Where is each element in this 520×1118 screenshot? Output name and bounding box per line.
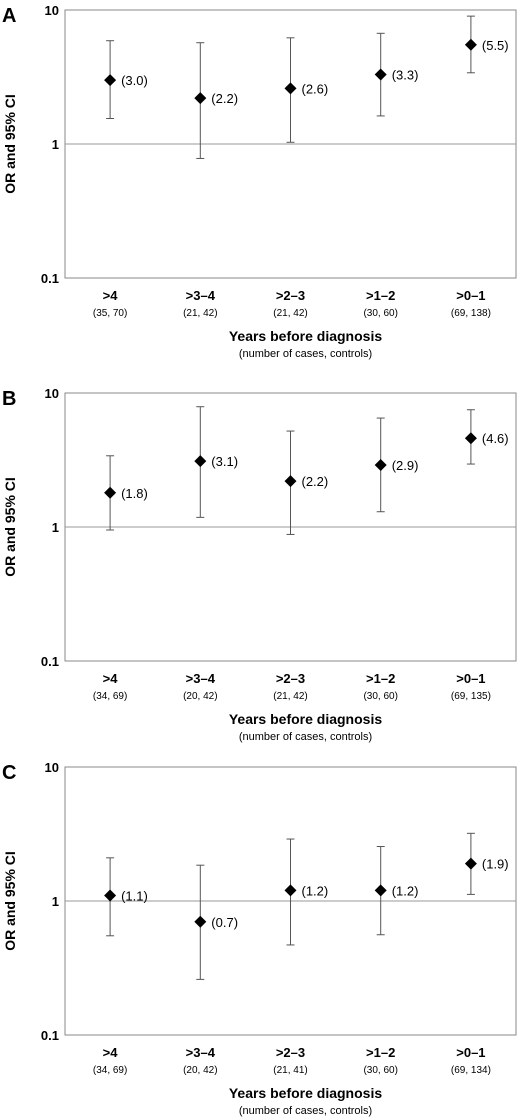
x-category-label: >1–2 [366, 288, 395, 303]
or-value-label: (3.3) [392, 68, 419, 83]
or-value-label: (3.1) [211, 454, 238, 469]
or-value-label: (2.6) [302, 81, 329, 96]
or-point-marker [374, 459, 387, 472]
y-tick-label: 0.1 [41, 1028, 59, 1043]
y-axis-label: OR and 95% CI [2, 94, 18, 194]
x-category-sublabel: (21, 42) [273, 691, 307, 702]
or-point-marker [464, 38, 477, 51]
or-value-label: (1.2) [302, 883, 329, 898]
x-category-label: >4 [103, 288, 119, 303]
x-category-label: >4 [103, 671, 119, 686]
or-value-label: (0.7) [211, 915, 238, 930]
x-category-label: >2–3 [276, 288, 305, 303]
x-category-label: >0–1 [456, 1045, 485, 1060]
or-value-label: (2.2) [302, 474, 329, 489]
x-category-sublabel: (69, 138) [451, 308, 491, 319]
or-value-label: (1.1) [121, 888, 148, 903]
x-category-sublabel: (30, 60) [363, 1065, 397, 1076]
x-category-sublabel: (34, 69) [93, 691, 127, 702]
panel-label-b: B [2, 388, 16, 410]
x-category-label: >4 [103, 1045, 119, 1060]
x-category-label: >3–4 [186, 1045, 216, 1060]
x-axis-sublabel: (number of cases, controls) [239, 1105, 372, 1117]
or-point-marker [464, 432, 477, 445]
x-category-sublabel: (34, 69) [93, 1065, 127, 1076]
or-point-marker [374, 884, 387, 897]
y-tick-label: 10 [45, 3, 59, 18]
x-category-sublabel: (21, 42) [183, 308, 217, 319]
or-point-marker [104, 889, 117, 902]
x-category-sublabel: (20, 42) [183, 691, 217, 702]
x-category-sublabel: (21, 41) [273, 1065, 307, 1076]
y-tick-label: 10 [45, 386, 59, 401]
or-value-label: (1.8) [121, 486, 148, 501]
or-point-marker [104, 486, 117, 499]
x-category-sublabel: (69, 134) [451, 1065, 491, 1076]
y-tick-label: 1 [52, 137, 59, 152]
x-category-sublabel: (69, 135) [451, 691, 491, 702]
x-category-label: >1–2 [366, 671, 395, 686]
y-tick-label: 10 [45, 760, 59, 775]
x-axis-label: Years before diagnosis [229, 711, 382, 727]
or-point-marker [284, 82, 297, 95]
or-value-label: (4.6) [482, 431, 509, 446]
x-axis-label: Years before diagnosis [229, 1085, 382, 1101]
x-category-sublabel: (35, 70) [93, 308, 127, 319]
y-axis-label: OR and 95% CI [2, 477, 18, 577]
or-point-marker [194, 455, 207, 468]
x-axis-label: Years before diagnosis [229, 328, 382, 344]
y-tick-label: 0.1 [41, 271, 59, 286]
x-category-label: >3–4 [186, 288, 216, 303]
x-category-label: >1–2 [366, 1045, 395, 1060]
y-tick-label: 1 [52, 520, 59, 535]
or-value-label: (1.2) [392, 883, 419, 898]
or-value-label: (1.9) [482, 857, 509, 872]
or-point-marker [104, 74, 117, 87]
or-value-label: (5.5) [482, 38, 509, 53]
x-category-label: >3–4 [186, 671, 216, 686]
x-category-label: >2–3 [276, 671, 305, 686]
x-category-sublabel: (30, 60) [363, 308, 397, 319]
panel-label-c: C [2, 762, 16, 784]
x-axis-sublabel: (number of cases, controls) [239, 731, 372, 743]
y-tick-label: 0.1 [41, 654, 59, 669]
or-point-marker [284, 475, 297, 488]
x-category-sublabel: (30, 60) [363, 691, 397, 702]
or-value-label: (3.0) [121, 73, 148, 88]
or-point-marker [464, 857, 477, 870]
or-point-marker [374, 68, 387, 81]
y-tick-label: 1 [52, 894, 59, 909]
x-category-label: >0–1 [456, 671, 485, 686]
x-category-label: >0–1 [456, 288, 485, 303]
or-value-label: (2.2) [211, 91, 238, 106]
panel-label-a: A [2, 5, 16, 27]
x-category-sublabel: (21, 42) [273, 308, 307, 319]
y-axis-label: OR and 95% CI [2, 851, 18, 951]
or-value-label: (2.9) [392, 458, 419, 473]
or-point-marker [284, 884, 297, 897]
x-axis-sublabel: (number of cases, controls) [239, 348, 372, 360]
x-category-label: >2–3 [276, 1045, 305, 1060]
or-point-marker [194, 915, 207, 928]
or-point-marker [194, 92, 207, 105]
x-category-sublabel: (20, 42) [183, 1065, 217, 1076]
